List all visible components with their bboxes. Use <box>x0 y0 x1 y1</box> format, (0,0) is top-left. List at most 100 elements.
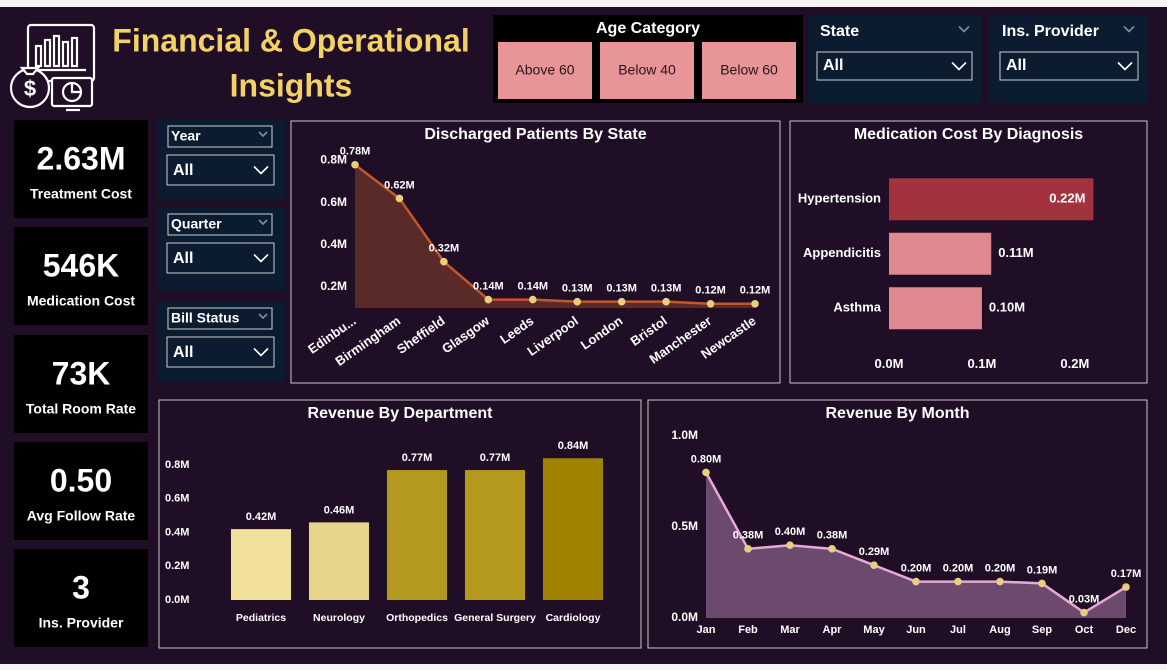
data-label: 0.46M <box>324 504 355 516</box>
area <box>706 472 1126 618</box>
slicer-panel <box>158 120 285 200</box>
data-label: 0.13M <box>562 283 593 295</box>
x-tick-label: Mar <box>780 624 800 636</box>
point <box>617 297 626 306</box>
data-label: 0.03M <box>1069 593 1100 605</box>
svg-text:$: $ <box>24 76 36 101</box>
slicer-button[interactable] <box>702 42 796 99</box>
point <box>1122 583 1130 591</box>
kpi-label: Avg Follow Rate <box>27 508 136 524</box>
kpi-label: Ins. Provider <box>39 615 124 631</box>
x-tick-label: Feb <box>738 624 758 636</box>
bar <box>464 470 526 600</box>
slicer-label: Year <box>171 128 201 144</box>
slicer-button[interactable] <box>498 42 592 99</box>
x-tick-label: Jun <box>906 624 926 636</box>
bar <box>889 287 982 330</box>
kpi-value: 3 <box>72 569 90 605</box>
chart-frame <box>647 399 1148 649</box>
y-tick-label: 0.5M <box>671 519 698 533</box>
dropdown[interactable] <box>816 51 973 81</box>
dropdown-value[interactable]: All <box>823 57 843 74</box>
y-tick-label: 0.4M <box>165 526 189 538</box>
data-label: 0.42M <box>246 511 277 523</box>
chevron <box>1117 61 1133 71</box>
dropdown-value[interactable]: All <box>173 162 193 179</box>
chevron <box>951 61 967 71</box>
data-label: 0.13M <box>651 283 682 295</box>
y-tick-label: 0.6M <box>165 493 189 505</box>
bar <box>308 522 370 600</box>
dropdown[interactable] <box>166 336 275 368</box>
data-label: 0.12M <box>695 285 726 297</box>
slicer-label: Quarter <box>171 216 222 232</box>
data-label: 0.20M <box>943 563 974 575</box>
x-tick-label: 0.0M <box>875 356 904 371</box>
point <box>528 295 537 304</box>
y-tick-label: 0.2M <box>320 279 347 293</box>
x-tick-label: Apr <box>823 624 843 636</box>
slicer-title: Age Category <box>596 20 700 37</box>
kpi-value: 0.50 <box>50 462 112 498</box>
top-edge <box>0 0 1167 7</box>
bottom-edge <box>0 664 1167 670</box>
chart-title: Revenue By Department <box>308 405 494 422</box>
kpi-card <box>14 549 148 647</box>
x-tick-label: Pediatrics <box>236 612 286 624</box>
bar <box>542 458 604 600</box>
dropdown-value[interactable]: All <box>173 250 193 267</box>
kpi-value: 73K <box>52 355 111 391</box>
point <box>395 194 404 203</box>
chart-frame <box>290 120 781 384</box>
dropdown-value[interactable]: All <box>173 344 193 361</box>
data-label: 0.77M <box>402 452 433 464</box>
dropdown[interactable] <box>166 154 275 186</box>
data-label: 0.14M <box>473 280 504 292</box>
y-tick-label: Appendicitis <box>803 245 881 260</box>
point <box>440 257 448 266</box>
x-tick-label: General Surgery <box>454 612 536 624</box>
y-tick-label: 0.6M <box>320 195 347 209</box>
data-label: 0.38M <box>817 530 848 542</box>
line <box>354 163 755 306</box>
slicer-panel <box>990 15 1147 103</box>
chevron <box>253 253 269 263</box>
y-tick-label: 0.2M <box>165 560 189 572</box>
slicer-header <box>167 307 273 330</box>
slicer-button-label[interactable]: Below 60 <box>720 62 778 78</box>
dropdown[interactable] <box>166 242 275 274</box>
chart-frame <box>158 399 642 649</box>
slicer-label: State <box>820 23 859 40</box>
data-label: 0.17M <box>1111 568 1142 580</box>
slicer-panel <box>808 15 982 103</box>
point <box>828 545 836 553</box>
slicer-button-label[interactable]: Above 60 <box>515 62 574 78</box>
chevron <box>958 25 970 33</box>
x-tick-label: Aug <box>989 624 1010 636</box>
x-tick-label: Neurology <box>313 612 365 624</box>
point <box>573 297 582 306</box>
point <box>751 299 759 308</box>
title-line: Insights <box>230 67 353 103</box>
slicer-button-label[interactable]: Below 40 <box>618 62 676 78</box>
x-tick-label: 0.1M <box>967 356 996 371</box>
data-label: 0.19M <box>1027 564 1058 576</box>
bar <box>889 178 1094 221</box>
slicer-button[interactable] <box>600 42 694 99</box>
point <box>786 541 794 549</box>
y-tick-label: Hypertension <box>798 191 881 206</box>
point <box>912 577 920 586</box>
kpi-label: Total Room Rate <box>26 401 136 417</box>
kpi-label: Treatment Cost <box>30 186 132 202</box>
point <box>996 577 1004 586</box>
y-tick-label: 0.8M <box>320 153 347 167</box>
dropdown[interactable] <box>999 51 1139 81</box>
slicer-header <box>167 125 273 148</box>
kpi-value: 546K <box>43 247 120 283</box>
chart-title: Medication Cost By Diagnosis <box>854 126 1083 143</box>
kpi-card <box>14 120 148 218</box>
slicer-panel <box>158 208 285 290</box>
dropdown-value[interactable]: All <box>1006 57 1026 74</box>
kpi-value: 2.63M <box>37 140 126 176</box>
